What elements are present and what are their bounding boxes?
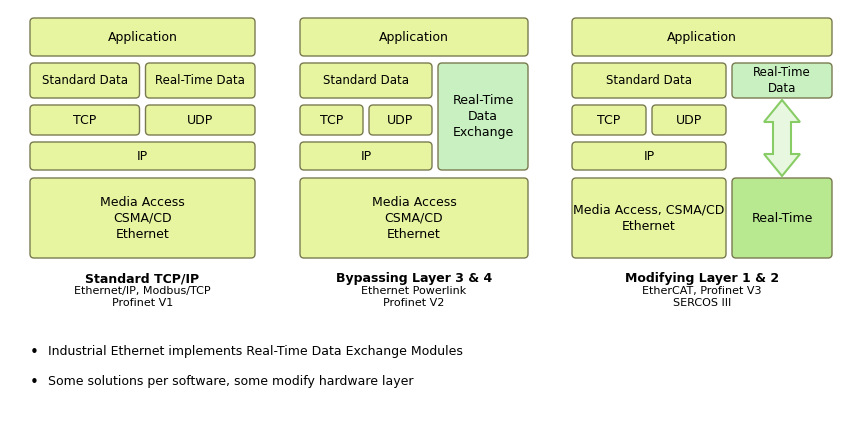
FancyBboxPatch shape <box>300 142 432 170</box>
Text: Real-Time: Real-Time <box>752 212 813 224</box>
Text: UDP: UDP <box>676 114 702 126</box>
Text: Some solutions per software, some modify hardware layer: Some solutions per software, some modify… <box>48 375 414 388</box>
Text: Real-Time Data: Real-Time Data <box>156 74 245 87</box>
Text: Application: Application <box>667 30 737 44</box>
Text: IP: IP <box>360 150 372 162</box>
Text: Media Access
CSMA/CD
Ethernet: Media Access CSMA/CD Ethernet <box>372 195 457 241</box>
Text: TCP: TCP <box>73 114 96 126</box>
FancyBboxPatch shape <box>300 105 363 135</box>
Text: Ethernet Powerlink
Profinet V2: Ethernet Powerlink Profinet V2 <box>361 286 467 308</box>
FancyBboxPatch shape <box>30 178 255 258</box>
Polygon shape <box>764 100 800 176</box>
FancyBboxPatch shape <box>572 18 832 56</box>
FancyBboxPatch shape <box>572 63 726 98</box>
Text: IP: IP <box>137 150 148 162</box>
FancyBboxPatch shape <box>732 63 832 98</box>
Text: Standard Data: Standard Data <box>42 74 128 87</box>
Text: Standard Data: Standard Data <box>323 74 409 87</box>
FancyBboxPatch shape <box>652 105 726 135</box>
Text: Standard TCP/IP: Standard TCP/IP <box>85 272 200 285</box>
FancyBboxPatch shape <box>30 63 139 98</box>
FancyBboxPatch shape <box>300 63 432 98</box>
FancyBboxPatch shape <box>30 105 139 135</box>
Text: Real-Time
Data: Real-Time Data <box>753 66 811 95</box>
Text: •: • <box>30 375 39 390</box>
Text: Standard Data: Standard Data <box>606 74 692 87</box>
Text: Modifying Layer 1 & 2: Modifying Layer 1 & 2 <box>625 272 779 285</box>
Text: Application: Application <box>108 30 177 44</box>
FancyBboxPatch shape <box>30 18 255 56</box>
FancyBboxPatch shape <box>300 18 528 56</box>
Text: Industrial Ethernet implements Real-Time Data Exchange Modules: Industrial Ethernet implements Real-Time… <box>48 345 463 358</box>
FancyBboxPatch shape <box>572 142 726 170</box>
Text: Ethernet/IP, Modbus/TCP
Profinet V1: Ethernet/IP, Modbus/TCP Profinet V1 <box>74 286 211 308</box>
FancyBboxPatch shape <box>732 178 832 258</box>
Text: IP: IP <box>643 150 654 162</box>
FancyBboxPatch shape <box>300 178 528 258</box>
Text: Real-Time
Data
Exchange: Real-Time Data Exchange <box>452 94 513 139</box>
Text: TCP: TCP <box>598 114 621 126</box>
Text: Media Access, CSMA/CD
Ethernet: Media Access, CSMA/CD Ethernet <box>574 203 725 232</box>
Text: UDP: UDP <box>387 114 414 126</box>
FancyBboxPatch shape <box>145 63 255 98</box>
Text: Bypassing Layer 3 & 4: Bypassing Layer 3 & 4 <box>336 272 492 285</box>
Text: Application: Application <box>379 30 449 44</box>
Text: UDP: UDP <box>187 114 213 126</box>
FancyBboxPatch shape <box>438 63 528 170</box>
FancyBboxPatch shape <box>572 105 646 135</box>
FancyBboxPatch shape <box>572 178 726 258</box>
Text: •: • <box>30 345 39 360</box>
Text: TCP: TCP <box>320 114 343 126</box>
FancyBboxPatch shape <box>30 142 255 170</box>
FancyBboxPatch shape <box>145 105 255 135</box>
FancyBboxPatch shape <box>369 105 432 135</box>
Text: EtherCAT, Profinet V3
SERCOS III: EtherCAT, Profinet V3 SERCOS III <box>642 286 762 308</box>
Text: Media Access
CSMA/CD
Ethernet: Media Access CSMA/CD Ethernet <box>100 195 185 241</box>
